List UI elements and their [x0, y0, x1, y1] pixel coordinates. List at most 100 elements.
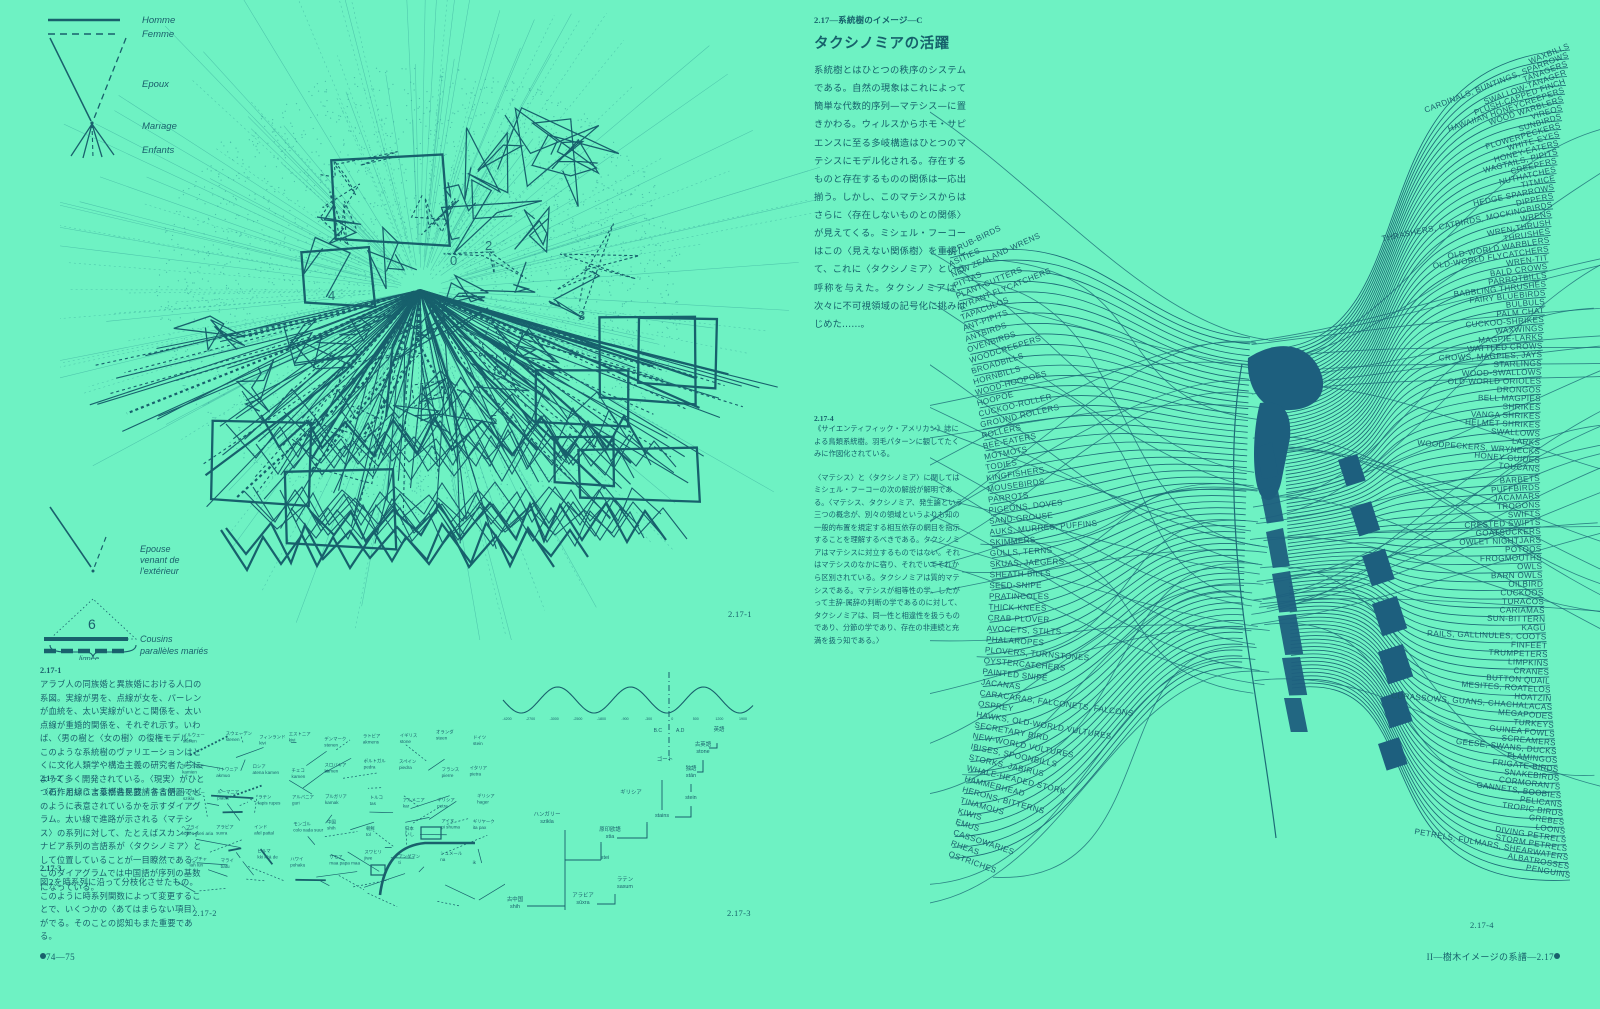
bird-label: TOUCANS — [1498, 461, 1541, 474]
svg-text:tas: tas — [370, 801, 377, 806]
bird-label: PUFFBIRDS — [1491, 482, 1541, 494]
svg-text:A.D: A.D — [676, 728, 685, 734]
svg-text:ブルガリア: ブルガリア — [325, 793, 347, 800]
bird-label: DRONGOS — [1497, 385, 1542, 394]
bird-label: FINFEET — [1511, 640, 1547, 650]
legend-label-epoux: Epoux — [142, 79, 170, 90]
bird-label: OWLET NIGHTJARS — [1459, 535, 1541, 546]
bird-label: OLD-WORLD ORIOLES — [1448, 377, 1542, 387]
svg-text:0: 0 — [671, 717, 673, 721]
svg-text:ゴート: ゴート — [657, 755, 673, 763]
bird-label: FROGMOUTHS — [1480, 553, 1542, 563]
svg-text:エストニア: エストニア — [289, 731, 312, 737]
article-title: タクシノミアの活躍 — [814, 36, 950, 52]
caption-body: 図2を時系列に沿って分枝化させたもの。このように時系列関数によって変更することで… — [40, 877, 201, 942]
svg-text:アンダマン: アンダマン — [398, 853, 420, 860]
svg-text:-4200: -4200 — [502, 717, 511, 721]
svg-text:tol: tol — [366, 832, 371, 837]
svg-text:petra: petra — [437, 803, 448, 808]
svg-text:0: 0 — [450, 253, 457, 268]
caption-body: アラブ人の同族婚と異族婚における人口の系図。実線が男を、点線が女を、パーレンが血… — [40, 679, 205, 797]
bird-label: SUN-BITTERN — [1487, 614, 1545, 624]
svg-text:オランダ: オランダ — [436, 729, 454, 736]
caption-2-17-1: 2.17-1 アラブ人の同族婚と異族婚における人口の系図。実線が男を、点線が女を… — [40, 664, 205, 799]
bird-label: TROGONS — [1497, 500, 1541, 511]
svg-text:3: 3 — [578, 308, 585, 323]
svg-text:-2700: -2700 — [526, 717, 535, 721]
svg-text:lapis rupes: lapis rupes — [258, 800, 281, 805]
svg-text:sūxra: sūxra — [576, 900, 589, 906]
legend-label-femme: Femme — [142, 29, 174, 40]
svg-text:stenen: stenen — [324, 743, 338, 748]
bird-label: SWALLOWS — [1491, 427, 1541, 439]
footer-page-number: 74—75 — [40, 952, 75, 962]
footer-section-title: II—樹木イメージの系譜—2.17 — [1427, 950, 1560, 963]
kinship-legend-top: Homme Femme Epoux Marıage Enfants — [48, 15, 177, 159]
svg-text:ラテン: ラテン — [617, 876, 633, 883]
svg-text:アラビア: アラビア — [216, 824, 234, 831]
legend-label-enfants: Enfants — [142, 145, 174, 156]
bird-label: TURACOS — [1502, 597, 1544, 606]
kinship-network-diagram: 2 0 6 5 3 4 — [60, 0, 820, 640]
bird-label: PRATINCOLES — [989, 592, 1050, 601]
svg-text:モンゴル: モンゴル — [293, 820, 311, 826]
article-body: 系統樹とはひとつの秩序のシステムである。自然の現象はこれによって簡単な代数的序列… — [814, 65, 966, 330]
svg-text:-2500: -2500 — [573, 717, 582, 721]
svg-text:suxra: suxra — [216, 831, 228, 836]
svg-text:ルーマニア: ルーマニア — [217, 789, 240, 795]
svg-text:レプチャ: レプチャ — [190, 856, 208, 862]
svg-text:1900: 1900 — [739, 717, 747, 721]
svg-text:フランス: フランス — [442, 767, 459, 773]
bird-label: SKIMMERS — [989, 535, 1036, 547]
svg-text:インド: インド — [254, 824, 267, 829]
svg-text:ギリヤーク: ギリヤーク — [473, 819, 495, 825]
svg-text:parallèles mariés: parallèles mariés — [139, 646, 209, 656]
svg-text:ビルマ: ビルマ — [257, 848, 271, 855]
svg-text:ポルトガル: ポルトガル — [364, 757, 387, 764]
footer-dot-icon — [40, 953, 46, 959]
bird-label: MEGAPODES — [1498, 708, 1554, 721]
article-kicker: 2.17—系統樹のイメージ—C — [814, 15, 923, 25]
bird-label: BARN OWLS — [1491, 571, 1543, 580]
bird-label: OILBIRD — [1508, 580, 1543, 589]
svg-text:ギリシア: ギリシア — [620, 789, 642, 796]
svg-text:ギリシア: ギリシア — [437, 797, 455, 803]
bird-label: OWLS — [1517, 562, 1543, 571]
svg-text:-900: -900 — [621, 717, 628, 721]
svg-text:pohaku: pohaku — [290, 863, 306, 868]
bird-label: LARKS — [1512, 437, 1541, 448]
svg-text:いし: いし — [405, 832, 415, 837]
svg-text:shih: shih — [327, 825, 336, 830]
svg-text:シュメール: シュメール — [440, 851, 463, 856]
bird-label: CROWS, MAGPIES, JAYS — [1439, 350, 1543, 363]
svg-text:古英語: 古英語 — [695, 740, 712, 748]
svg-text:5: 5 — [490, 412, 497, 427]
bird-label: AVOCETS, STILTS — [987, 624, 1062, 637]
svg-text:hager: hager — [477, 800, 489, 805]
bird-label: GOATSUCKERS — [1476, 527, 1542, 538]
bird-label: CRESTED SWIFTS — [1464, 518, 1541, 530]
caption-heading: 2.17-1 — [40, 666, 62, 675]
svg-text:stei: stei — [601, 855, 609, 861]
figure-number-1: 2.17-1 — [728, 609, 752, 619]
svg-text:2: 2 — [485, 238, 492, 253]
bird-label: BELL MAGPIES — [1478, 393, 1541, 403]
footer-dot-icon — [1554, 953, 1560, 959]
svg-text:venant de: venant de — [140, 555, 180, 565]
svg-text:ハワイ: ハワイ — [290, 857, 303, 862]
svg-text:atena kamen: atena kamen — [253, 770, 280, 775]
bird-label: LIMPKINS — [1508, 657, 1549, 668]
bird-label: BUTTON QUAIL — [1486, 673, 1550, 686]
svg-text:1200: 1200 — [715, 717, 723, 721]
svg-text:saxum: saxum — [617, 884, 633, 890]
svg-text:ハンガリー: ハンガリー — [534, 810, 561, 818]
svg-text:スウェーデン: スウェーデン — [226, 730, 253, 737]
svg-text:piatra: piatra — [217, 795, 229, 800]
svg-text:stone: stone — [400, 739, 412, 744]
svg-text:マライ: マライ — [221, 858, 234, 864]
svg-text:afel pattal: afel pattal — [254, 830, 274, 835]
bird-label: CRAB-PLOVER — [988, 613, 1050, 624]
svg-text:-3000: -3000 — [550, 717, 559, 721]
svg-text:stia: stia — [606, 834, 614, 840]
svg-text:lan lun: lan lun — [190, 862, 204, 867]
